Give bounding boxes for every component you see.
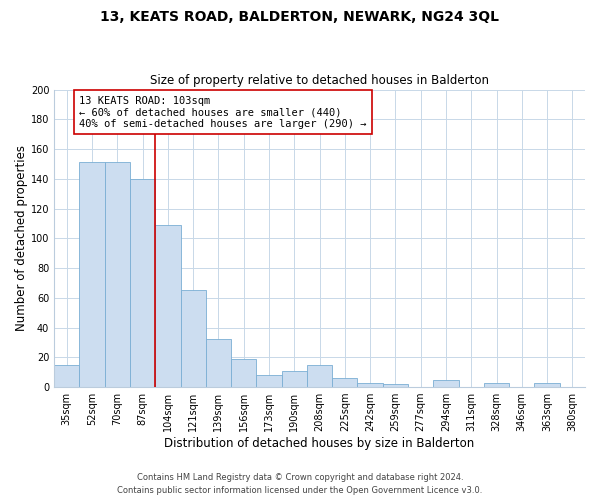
Y-axis label: Number of detached properties: Number of detached properties <box>15 146 28 332</box>
Bar <box>383 384 408 387</box>
Bar <box>206 340 231 387</box>
Bar <box>433 380 458 387</box>
Text: Contains HM Land Registry data © Crown copyright and database right 2024.
Contai: Contains HM Land Registry data © Crown c… <box>118 474 482 495</box>
X-axis label: Distribution of detached houses by size in Balderton: Distribution of detached houses by size … <box>164 437 475 450</box>
Bar <box>54 365 79 387</box>
Text: 13 KEATS ROAD: 103sqm
← 60% of detached houses are smaller (440)
40% of semi-det: 13 KEATS ROAD: 103sqm ← 60% of detached … <box>79 96 367 128</box>
Bar <box>130 179 155 387</box>
Bar <box>231 359 256 387</box>
Bar <box>484 382 509 387</box>
Bar <box>155 225 181 387</box>
Bar <box>256 375 281 387</box>
Bar <box>104 162 130 387</box>
Bar <box>307 365 332 387</box>
Bar <box>181 290 206 387</box>
Bar <box>535 382 560 387</box>
Title: Size of property relative to detached houses in Balderton: Size of property relative to detached ho… <box>150 74 489 87</box>
Text: 13, KEATS ROAD, BALDERTON, NEWARK, NG24 3QL: 13, KEATS ROAD, BALDERTON, NEWARK, NG24 … <box>101 10 499 24</box>
Bar <box>79 162 104 387</box>
Bar <box>332 378 358 387</box>
Bar <box>358 382 383 387</box>
Bar <box>281 370 307 387</box>
